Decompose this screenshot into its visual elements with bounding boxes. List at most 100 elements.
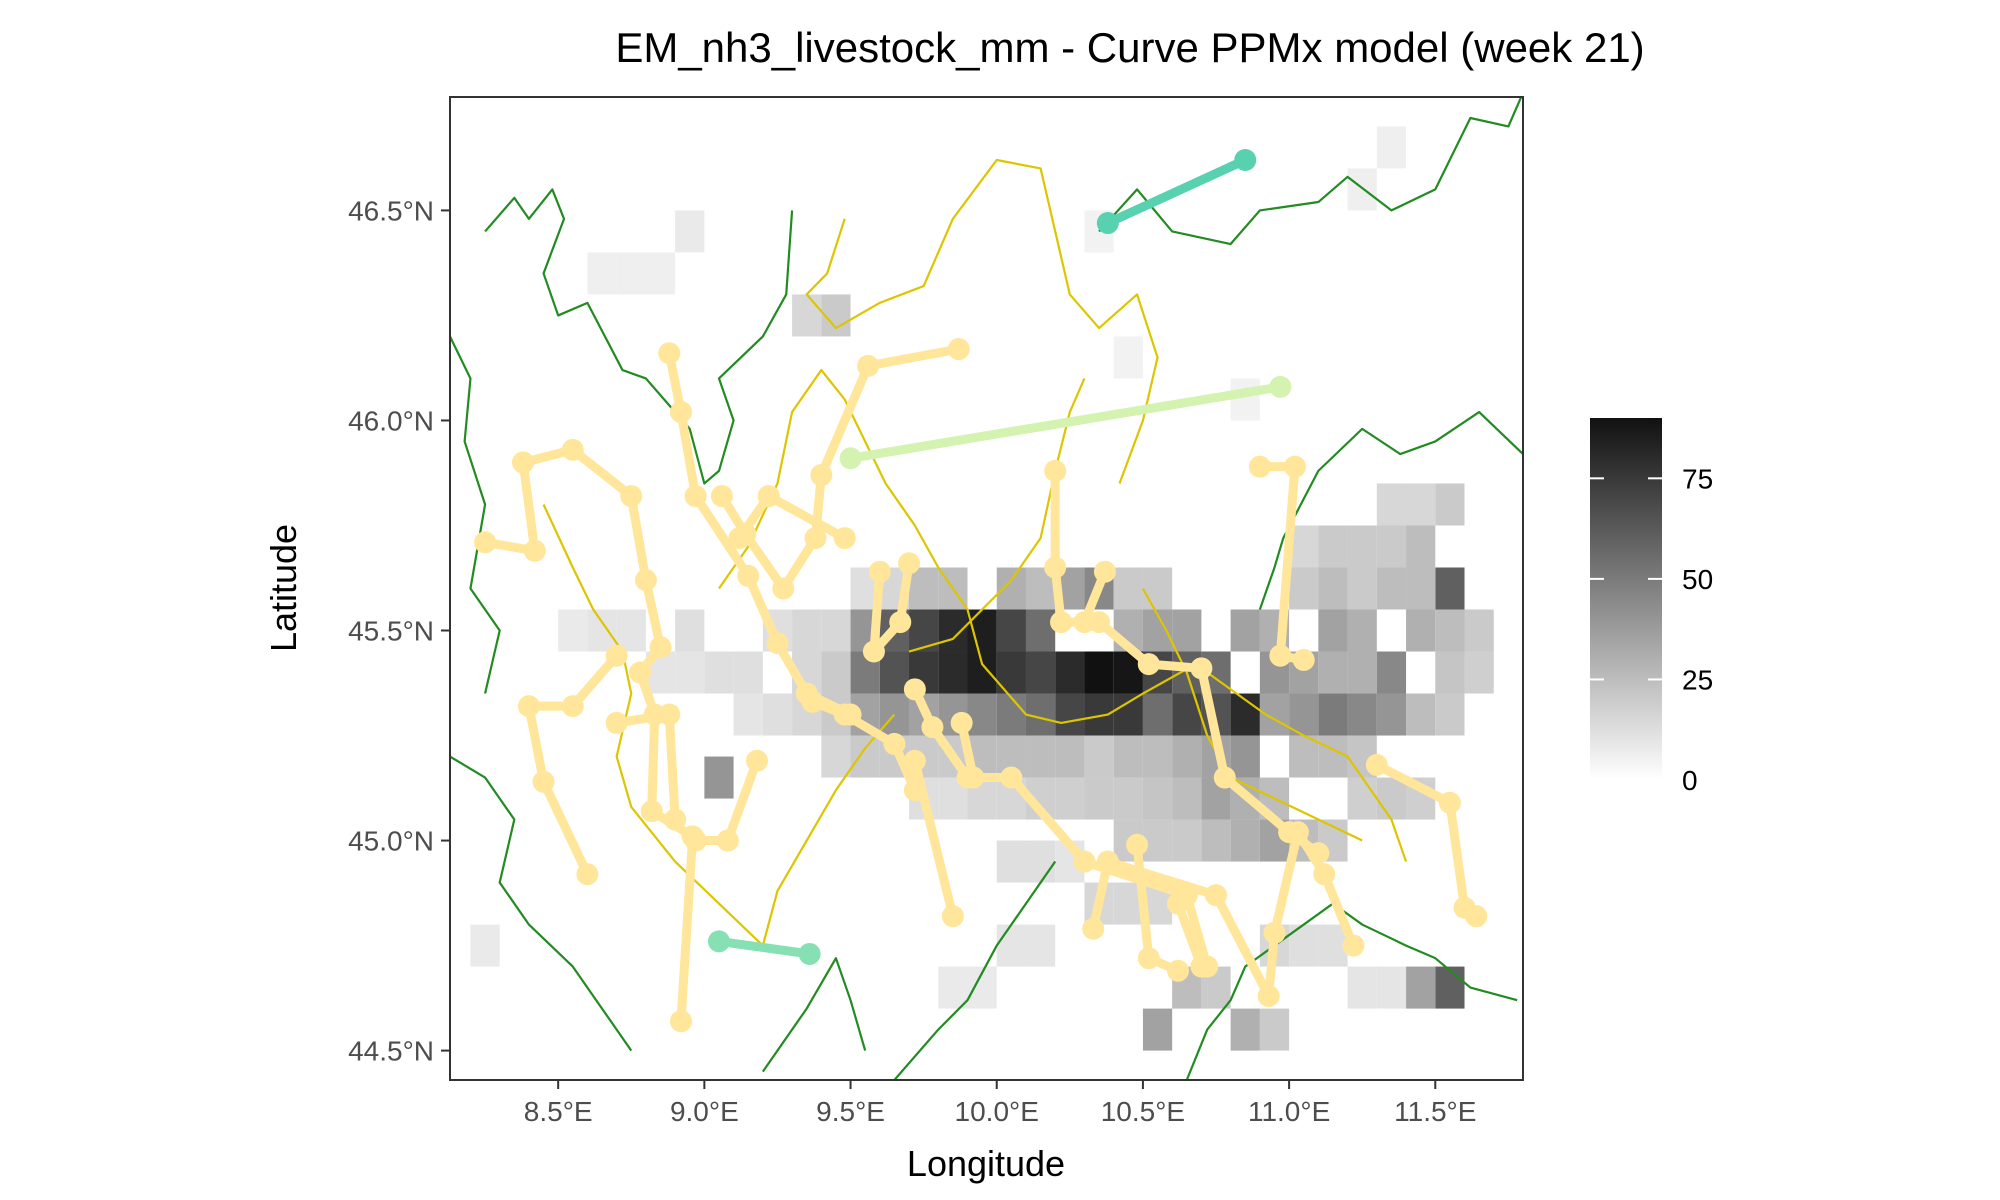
cluster-point bbox=[1313, 863, 1336, 886]
heatmap-cell bbox=[996, 924, 1026, 967]
cluster-point bbox=[669, 1010, 692, 1033]
heatmap-cell bbox=[1142, 1008, 1173, 1051]
heatmap-cell bbox=[1406, 483, 1436, 526]
cluster-paths bbox=[474, 149, 1488, 1033]
y-tick-label: 46.5°N bbox=[348, 195, 434, 226]
heatmap-cell bbox=[1347, 777, 1377, 820]
cluster-point bbox=[1096, 212, 1119, 235]
heatmap-cell bbox=[1025, 924, 1056, 967]
colorbar-tick-label: 0 bbox=[1682, 765, 1698, 796]
heatmap-cell bbox=[1376, 693, 1407, 736]
heatmap-cell bbox=[1289, 735, 1319, 778]
cluster-point bbox=[903, 779, 926, 802]
cluster-point bbox=[1167, 892, 1190, 915]
cluster-point bbox=[629, 661, 652, 684]
cluster-point bbox=[839, 447, 862, 470]
heatmap-cell bbox=[1113, 777, 1143, 820]
cluster-point bbox=[716, 829, 739, 852]
cluster-path bbox=[846, 382, 1285, 463]
heatmap-cell bbox=[1347, 168, 1377, 211]
cluster-point bbox=[634, 569, 657, 592]
cluster-point bbox=[474, 531, 497, 554]
heatmap-cell bbox=[1025, 735, 1056, 778]
heatmap-cell bbox=[967, 609, 997, 652]
cluster-point bbox=[950, 711, 973, 734]
colorbar-tick-label: 50 bbox=[1682, 564, 1713, 595]
heatmap-cell bbox=[1289, 567, 1319, 610]
heatmap-cell bbox=[996, 567, 1026, 610]
cluster-point bbox=[804, 527, 827, 550]
heatmap-cell bbox=[967, 693, 997, 736]
y-tick-label: 45.0°N bbox=[348, 826, 434, 857]
region-boundary-line bbox=[450, 335, 501, 694]
cluster-point bbox=[1465, 905, 1488, 928]
cluster-path bbox=[1255, 462, 1309, 665]
cluster-point bbox=[576, 863, 599, 886]
cluster-point bbox=[1286, 821, 1309, 844]
heatmap-cell bbox=[1376, 651, 1407, 694]
heatmap-cell bbox=[1230, 819, 1260, 862]
heatmap-cell bbox=[1025, 609, 1056, 652]
cluster-point bbox=[1167, 959, 1190, 982]
heatmap-cell bbox=[938, 966, 968, 1009]
cluster-point bbox=[862, 640, 885, 663]
heatmap-cell bbox=[1113, 693, 1143, 736]
heatmap-cell bbox=[821, 735, 851, 778]
colorbar-tick-label: 75 bbox=[1682, 463, 1713, 494]
cluster-point bbox=[605, 711, 628, 734]
cluster-point bbox=[810, 464, 833, 487]
heatmap-cell bbox=[1055, 735, 1085, 778]
heatmap-cell bbox=[1376, 525, 1407, 568]
heatmap-cell bbox=[1142, 819, 1173, 862]
heatmap-cell bbox=[1084, 777, 1114, 820]
region-boundary-line bbox=[484, 188, 794, 485]
cluster-point bbox=[1096, 850, 1119, 873]
x-axis: 8.5°E 9.0°E 9.5°E 10.0°E 10.5°E 11.0°E 11.5°E bbox=[524, 1080, 1476, 1127]
heatmap-cell bbox=[1435, 609, 1465, 652]
cluster-point bbox=[532, 770, 555, 793]
x-tick-label: 11.0°E bbox=[1248, 1096, 1330, 1127]
cluster-point bbox=[1050, 611, 1073, 634]
heatmap-cell bbox=[1025, 693, 1056, 736]
x-tick-label: 10.0°E bbox=[955, 1096, 1039, 1127]
cluster-point bbox=[1269, 375, 1292, 398]
heatmap-cell bbox=[1464, 651, 1494, 694]
heatmap-cell bbox=[1172, 609, 1202, 652]
region-boundary-line bbox=[893, 860, 1057, 1080]
heatmap-cell bbox=[733, 693, 763, 736]
cluster-point bbox=[766, 632, 789, 655]
cluster-point bbox=[1248, 455, 1271, 478]
cluster-point bbox=[1205, 884, 1228, 907]
cluster-point bbox=[1137, 653, 1160, 676]
region-boundary-line bbox=[542, 504, 896, 947]
cluster-point bbox=[664, 808, 687, 831]
cluster-point bbox=[1263, 921, 1286, 944]
region-boundary-line bbox=[450, 755, 633, 1052]
cluster-point bbox=[889, 611, 912, 634]
cluster-point bbox=[1126, 833, 1149, 856]
cluster-path bbox=[714, 936, 815, 959]
x-tick-label: 8.5°E bbox=[524, 1096, 593, 1127]
cluster-point bbox=[833, 527, 856, 550]
heatmap-cell bbox=[1406, 567, 1436, 610]
heatmap-cell bbox=[996, 609, 1026, 652]
cluster-point bbox=[605, 644, 628, 667]
cluster-point bbox=[1073, 850, 1096, 873]
cluster-point bbox=[1234, 149, 1257, 172]
x-tick-label: 11.5°E bbox=[1394, 1096, 1476, 1127]
heatmap-cell bbox=[1025, 651, 1056, 694]
cluster-point bbox=[561, 695, 584, 718]
cluster-path bbox=[869, 558, 914, 657]
cluster-point bbox=[1000, 766, 1023, 789]
y-tick-label: 44.5°N bbox=[348, 1036, 434, 1067]
cluster-point bbox=[684, 829, 707, 852]
heatmap-cell bbox=[733, 651, 763, 694]
heatmap-cell bbox=[470, 924, 500, 967]
cluster-point bbox=[921, 716, 944, 739]
cluster-point bbox=[523, 539, 546, 562]
cluster-point bbox=[857, 354, 880, 377]
heatmap-cell bbox=[792, 294, 822, 337]
cluster-point bbox=[941, 905, 964, 928]
heatmap-cell bbox=[1347, 525, 1377, 568]
y-tick-label: 45.5°N bbox=[348, 616, 434, 647]
